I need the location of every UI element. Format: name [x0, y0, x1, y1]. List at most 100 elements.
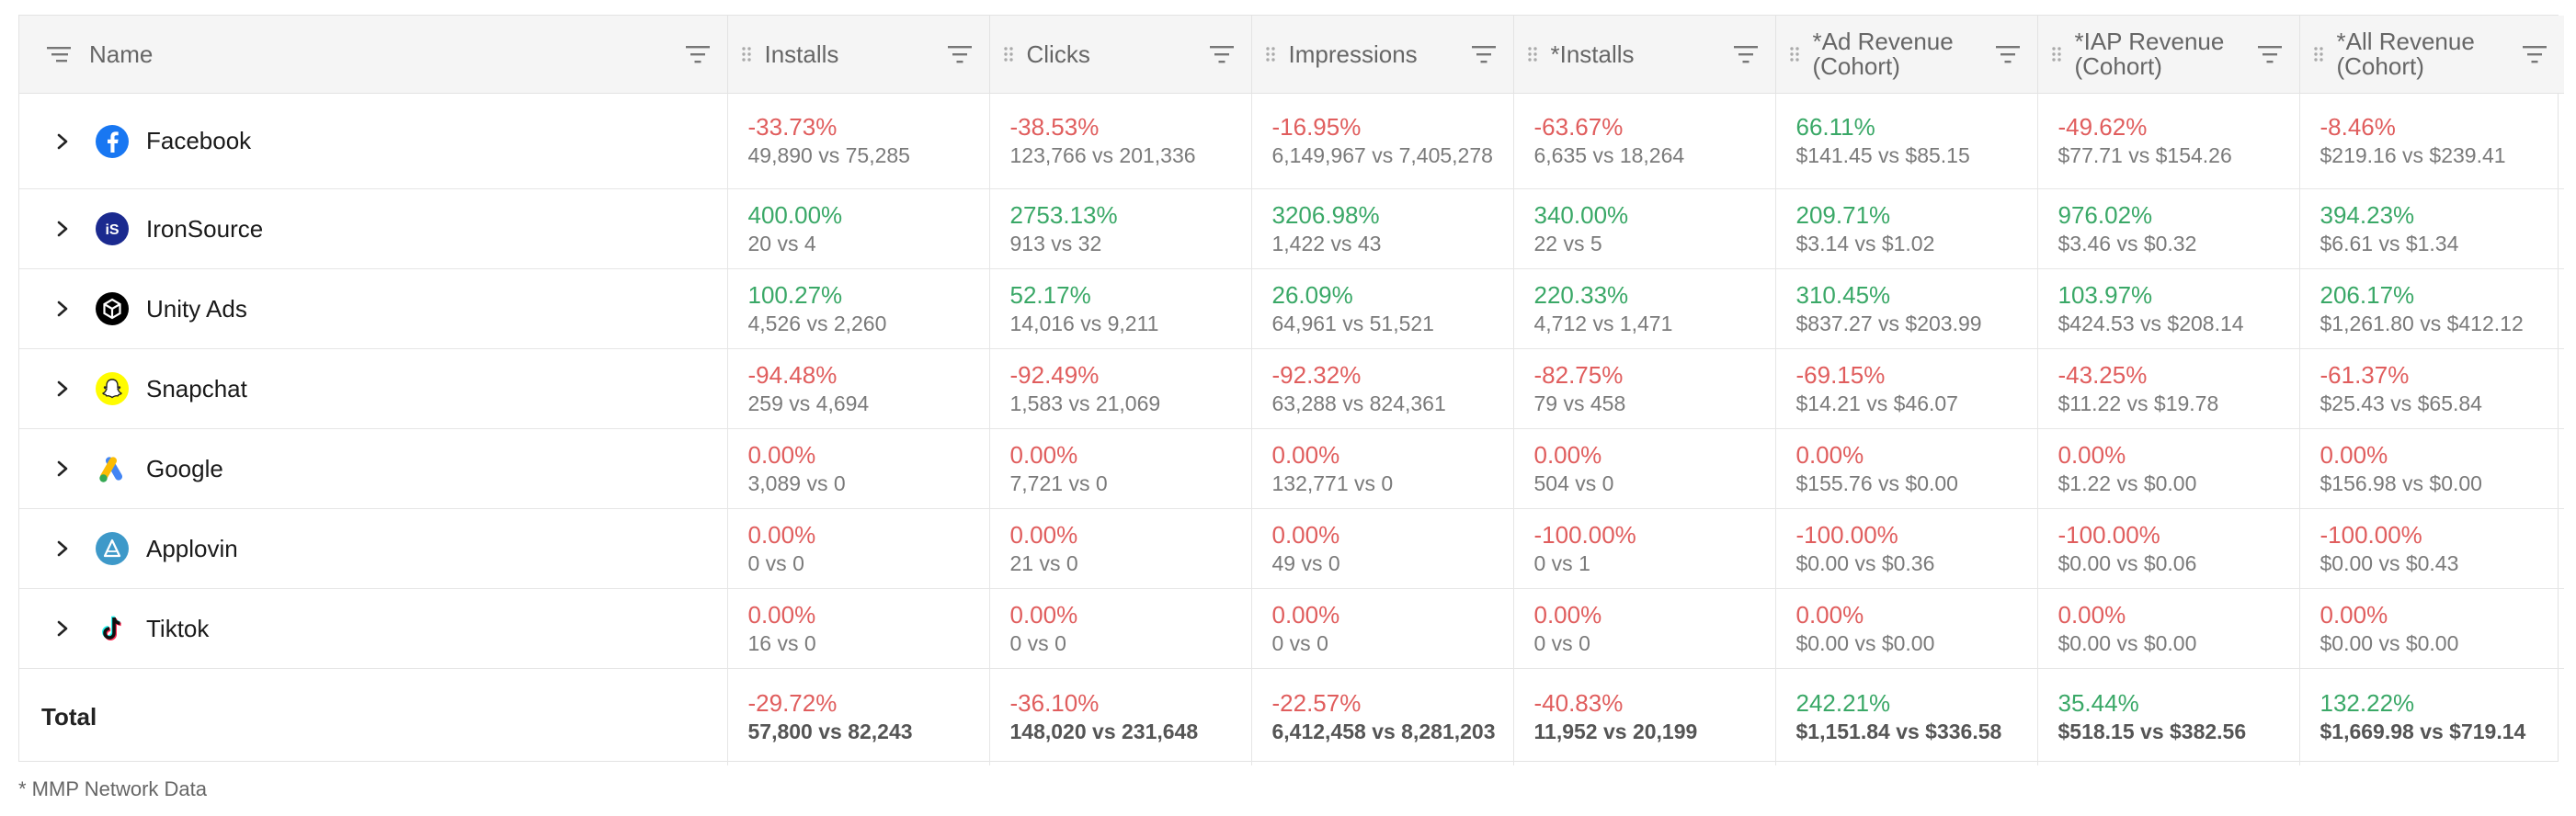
percent-change: 0.00% — [1271, 600, 1340, 629]
percent-change: 0.00% — [1795, 600, 1864, 629]
metric-cell: 0.00% 0 vs 0 — [988, 588, 1251, 669]
drag-handle-icon[interactable] — [2313, 45, 2324, 63]
data-table: Name Installs Clicks Impressions *Installs *… — [19, 16, 2564, 765]
percent-change: -100.00% — [1533, 520, 1636, 549]
percent-change: 66.11% — [1795, 113, 1875, 141]
percent-change: 0.00% — [747, 520, 816, 549]
filter-icon[interactable] — [685, 44, 711, 64]
expand-chevron-icon[interactable] — [52, 299, 73, 319]
expand-chevron-icon[interactable] — [52, 538, 73, 559]
column-header-all-revenue-cohort[interactable]: *All Revenue (Cohort) — [2298, 16, 2564, 94]
comparison-values: $3.46 vs $0.32 — [2057, 231, 2197, 255]
network-name-cell: Snapchat — [19, 348, 727, 429]
metric-cell: 3206.98% 1,422 vs 43 — [1250, 188, 1513, 269]
drag-handle-icon[interactable] — [1003, 45, 1014, 63]
network-name: Tiktok — [146, 614, 210, 642]
comparison-values: 21 vs 0 — [1009, 550, 1078, 575]
column-header-label: *IAP Revenue (Cohort) — [2074, 28, 2225, 80]
table-row-ironsource[interactable]: iS IronSource 400.00% 20 vs 4 2753.13% 913 vs… — [19, 188, 2564, 269]
percent-change: 242.21% — [1795, 689, 1891, 717]
metric-cell: 0.00% $156.98 vs $0.00 — [2298, 428, 2564, 509]
column-header-label: Impressions — [1288, 40, 1418, 68]
metric-cell: 0.00% $0.00 vs $0.00 — [1774, 588, 2037, 669]
column-header-name[interactable]: Name — [19, 16, 727, 94]
network-name-cell: Facebook — [19, 94, 727, 189]
network-name: Unity Ads — [146, 294, 247, 323]
table-row-snapchat[interactable]: Snapchat -94.48% 259 vs 4,694 -92.49% 1,583 … — [19, 348, 2564, 429]
metric-cell: -100.00% $0.00 vs $0.36 — [1774, 508, 2037, 589]
comparison-values: 913 vs 32 — [1009, 231, 1102, 255]
total-label-cell: Total — [19, 668, 727, 765]
facebook-icon — [96, 124, 129, 158]
drag-handle-icon[interactable] — [1527, 45, 1538, 63]
percent-change: 340.00% — [1533, 200, 1629, 229]
metric-cell: 0.00% $1.22 vs $0.00 — [2036, 428, 2299, 509]
metric-cell: -29.72% 57,800 vs 82,243 — [726, 668, 989, 765]
filter-icon[interactable] — [1995, 44, 2021, 64]
metric-cell: -33.73% 49,890 vs 75,285 — [726, 93, 989, 189]
percent-change: -8.46% — [2320, 113, 2396, 141]
percent-change: 0.00% — [2057, 440, 2126, 469]
percent-change: -82.75% — [1533, 360, 1624, 389]
filter-icon[interactable] — [1209, 44, 1235, 64]
expand-chevron-icon[interactable] — [52, 131, 73, 152]
metric-cell: 0.00% 7,721 vs 0 — [988, 428, 1251, 509]
filter-icon[interactable] — [1733, 44, 1759, 64]
comparison-values: $6.61 vs $1.34 — [2320, 231, 2459, 255]
comparison-values: $837.27 vs $203.99 — [1795, 311, 1982, 335]
comparison-values: $0.00 vs $0.06 — [2057, 550, 2197, 575]
comparison-values: 0 vs 0 — [747, 550, 804, 575]
column-header-installs[interactable]: *Installs — [1512, 16, 1775, 94]
metric-cell: -63.67% 6,635 vs 18,264 — [1512, 93, 1775, 189]
drag-handle-icon[interactable] — [1265, 45, 1276, 63]
metric-cell: 26.09% 64,961 vs 51,521 — [1250, 268, 1513, 349]
table-row-applovin[interactable]: Applovin 0.00% 0 vs 0 0.00% 21 vs 0 0.00% 49 v… — [19, 508, 2564, 589]
column-header-clicks[interactable]: Clicks — [988, 16, 1251, 94]
column-header-iap-revenue-cohort[interactable]: *IAP Revenue (Cohort) — [2036, 16, 2299, 94]
percent-change: -29.72% — [747, 689, 838, 717]
table-row-facebook[interactable]: Facebook -33.73% 49,890 vs 75,285 -38.53% 12… — [19, 93, 2564, 189]
percent-change: 0.00% — [1271, 440, 1340, 469]
percent-change: -40.83% — [1533, 689, 1624, 717]
percent-change: 310.45% — [1795, 280, 1891, 309]
table-row-unity-ads[interactable]: Unity Ads 100.27% 4,526 vs 2,260 52.17% 14,0… — [19, 268, 2564, 349]
comparison-values: 1,422 vs 43 — [1271, 231, 1382, 255]
percent-change: 0.00% — [2057, 600, 2126, 629]
table-row-google[interactable]: Google 0.00% 3,089 vs 0 0.00% 7,721 vs 0 0.00… — [19, 428, 2564, 509]
column-header-label: *Ad Revenue (Cohort) — [1812, 28, 1954, 80]
drag-handle-icon[interactable] — [741, 45, 752, 63]
column-header-installs[interactable]: Installs — [726, 16, 989, 94]
percent-change: -33.73% — [747, 113, 838, 141]
expand-chevron-icon[interactable] — [52, 459, 73, 479]
filter-icon[interactable] — [947, 44, 973, 64]
comparison-values: $3.14 vs $1.02 — [1795, 231, 1935, 255]
comparison-values: $25.43 vs $65.84 — [2320, 391, 2482, 415]
percent-change: -63.67% — [1533, 113, 1624, 141]
expand-chevron-icon[interactable] — [52, 219, 73, 239]
comparison-values: 14,016 vs 9,211 — [1009, 311, 1159, 335]
percent-change: 52.17% — [1009, 280, 1091, 309]
metric-cell: 100.27% 4,526 vs 2,260 — [726, 268, 989, 349]
column-header-impressions[interactable]: Impressions — [1250, 16, 1513, 94]
drag-handle-icon[interactable] — [1789, 45, 1800, 63]
filter-icon[interactable] — [1471, 44, 1497, 64]
comparison-values: $1,261.80 vs $412.12 — [2320, 311, 2524, 335]
comparison-values: 6,149,967 vs 7,405,278 — [1271, 143, 1493, 167]
sort-icon[interactable] — [47, 45, 74, 63]
percent-change: 0.00% — [1009, 440, 1078, 469]
percent-change: 206.17% — [2320, 280, 2415, 309]
metric-cell: -49.62% $77.71 vs $154.26 — [2036, 93, 2299, 189]
metric-cell: 340.00% 22 vs 5 — [1512, 188, 1775, 269]
filter-icon[interactable] — [2257, 44, 2283, 64]
expand-chevron-icon[interactable] — [52, 618, 73, 639]
filter-icon[interactable] — [2522, 44, 2548, 64]
column-header-ad-revenue-cohort[interactable]: *Ad Revenue (Cohort) — [1774, 16, 2037, 94]
network-name-cell: Unity Ads — [19, 268, 727, 349]
comparison-values: $1.22 vs $0.00 — [2057, 470, 2197, 495]
comparison-values: $424.53 vs $208.14 — [2057, 311, 2244, 335]
drag-handle-icon[interactable] — [2051, 45, 2062, 63]
comparison-values: 132,771 vs 0 — [1271, 470, 1394, 495]
table-row-tiktok[interactable]: Tiktok 0.00% 16 vs 0 0.00% 0 vs 0 0.00% 0 vs 0… — [19, 588, 2564, 669]
comparison-values: $156.98 vs $0.00 — [2320, 470, 2482, 495]
expand-chevron-icon[interactable] — [52, 379, 73, 399]
